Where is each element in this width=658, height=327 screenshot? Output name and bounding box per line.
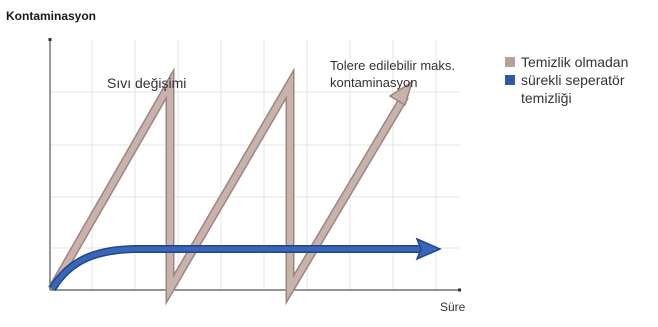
legend-label: sürekli seperatör temizliği [521, 71, 625, 107]
legend-item-without-cleaning: Temizlik olmadan [505, 53, 628, 71]
legend-swatch-continuous [505, 75, 515, 85]
fluid-change-annotation: Sıvı değişimi [107, 75, 187, 91]
sawtooth-arrowhead [388, 80, 414, 107]
tolerable-max-line1: Tolere edilebilir maks. [330, 58, 455, 73]
sawtooth-curve [48, 67, 414, 306]
tolerable-max-line2: kontaminasyon [330, 75, 418, 90]
legend: Temizlik olmadan sürekli seperatör temiz… [505, 53, 628, 107]
legend-label-line2: temizliği [521, 90, 572, 106]
legend-item-continuous-cleaning: sürekli seperatör temizliği [505, 71, 628, 107]
diagram-title: Kontaminasyon [6, 9, 97, 23]
y-axis-tip [48, 38, 52, 41]
legend-label: Temizlik olmadan [521, 54, 629, 70]
legend-label-line1: sürekli seperatör [521, 72, 625, 88]
x-axis-tip [458, 288, 461, 292]
legend-swatch-sawtooth [505, 57, 515, 67]
x-axis-label: Süre [440, 300, 466, 314]
continuous-arrowhead [415, 237, 442, 261]
tolerable-max-annotation: Tolere edilebilir maks. kontaminasyon [330, 57, 455, 91]
continuous-cleaning-curve [48, 237, 442, 292]
